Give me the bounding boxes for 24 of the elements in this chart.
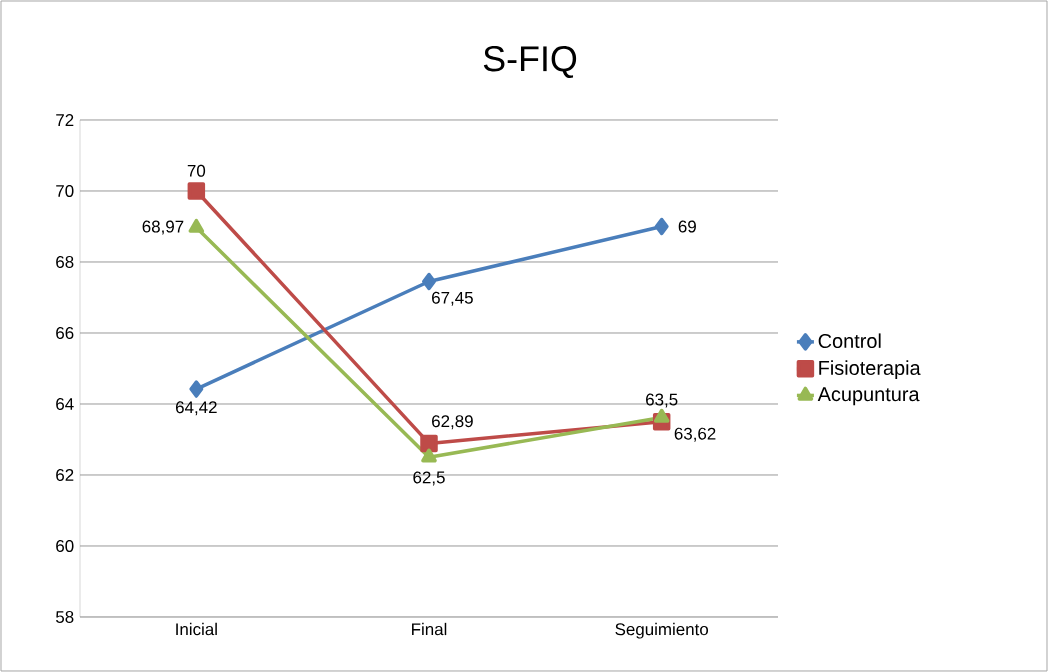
data-label: 62,5 bbox=[413, 471, 445, 486]
x-tick-label: Final bbox=[412, 622, 447, 636]
x-tick-label: Inicial bbox=[176, 622, 217, 636]
y-tick-label: 70 bbox=[56, 184, 74, 197]
y-tick-label: 68 bbox=[56, 255, 74, 268]
data-label: 70 bbox=[187, 164, 206, 177]
data-label: 63,62 bbox=[674, 427, 716, 442]
legend-label: Control bbox=[818, 333, 881, 349]
data-label: 62,89 bbox=[432, 415, 473, 430]
y-tick-label: 64 bbox=[56, 397, 74, 410]
y-tick-label: 60 bbox=[56, 539, 74, 552]
y-tick-label: 62 bbox=[56, 468, 74, 481]
chart-title: S-FIQ bbox=[483, 46, 577, 78]
y-tick-label: 58 bbox=[56, 610, 74, 623]
data-label: 67,45 bbox=[432, 291, 473, 306]
data-label: 63,5 bbox=[646, 393, 678, 408]
data-label: 69 bbox=[678, 220, 696, 233]
data-label: 68,97 bbox=[142, 220, 184, 235]
legend-label: Acupuntura bbox=[817, 387, 920, 406]
y-tick-label: 66 bbox=[56, 326, 74, 339]
x-tick-label: Seguimiento bbox=[615, 622, 709, 639]
y-tick-label: 72 bbox=[56, 114, 74, 126]
legend-label: Fisioterapia bbox=[819, 360, 921, 379]
data-label: 64,42 bbox=[176, 401, 217, 416]
